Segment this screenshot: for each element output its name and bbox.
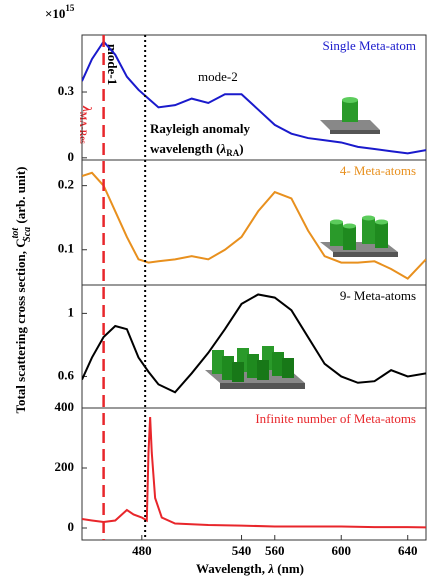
ra-close: ) [239, 141, 243, 156]
ma-sub: MA-Res [78, 112, 88, 144]
series-line [82, 171, 426, 280]
y-tick-label: 0 [68, 149, 75, 164]
ra-lambda: λ [219, 141, 226, 156]
ra-sub: RA [226, 148, 239, 158]
series-label: 4- Meta-atoms [340, 163, 416, 178]
meta-atoms-9-icon [205, 346, 305, 389]
x-axis-label: Wavelength, λ (nm) [196, 561, 304, 576]
y-tick-label: 0.6 [58, 367, 75, 382]
x-tick-label: 480 [132, 543, 152, 558]
annotation: λMA-Res [78, 105, 95, 144]
series-label: 9- Meta-atoms [340, 288, 416, 303]
x-tick-label: 600 [331, 543, 351, 558]
scale-label: ×1015 [45, 3, 75, 21]
y-tick-label: 0 [68, 519, 75, 534]
series-label: Infinite number of Meta-atoms [255, 411, 416, 426]
ylabel-tail: (arb. unit) [13, 167, 28, 227]
ylabel-sub: Sca [22, 227, 33, 242]
x-label-part: (nm) [274, 561, 304, 576]
series-line [82, 293, 426, 394]
panel-frame [81, 407, 427, 541]
x-label-part: λ [267, 561, 274, 576]
meta-atoms-4-icon [320, 215, 398, 257]
x-label-part: Wavelength, [196, 561, 268, 576]
series-label: Single Meta-atom [322, 38, 416, 53]
x-tick-label: 640 [398, 543, 418, 558]
panel-frame [81, 34, 427, 161]
ra-text: wavelength ( [150, 141, 220, 156]
scale-base: ×10 [45, 6, 65, 21]
x-tick-label: 540 [232, 543, 252, 558]
y-tick-label: 0.2 [58, 177, 74, 192]
annotation: mode-2 [198, 69, 238, 84]
x-tick-label: 560 [265, 543, 285, 558]
annotation: wavelength (λRA) [150, 141, 244, 158]
y-tick-label: 400 [55, 399, 75, 414]
ylabel-main: Total scattering cross section, C [13, 238, 28, 413]
scale-exp: 15 [65, 3, 75, 13]
y-tick-label: 1 [68, 304, 75, 319]
y-axis-label: Total scattering cross section, CtotSca … [10, 167, 33, 414]
ylabel-sup: tot [10, 227, 21, 239]
series-line [82, 416, 426, 529]
annotation: mode-1 [105, 44, 120, 85]
y-tick-label: 0.1 [58, 241, 74, 256]
ma-lambda: λ [80, 105, 95, 112]
meta-atom-icon [320, 97, 380, 134]
series-line [82, 39, 426, 155]
annotation: Rayleigh anomaly [150, 121, 251, 136]
y-tick-label: 0.3 [58, 83, 75, 98]
y-tick-label: 200 [55, 459, 75, 474]
